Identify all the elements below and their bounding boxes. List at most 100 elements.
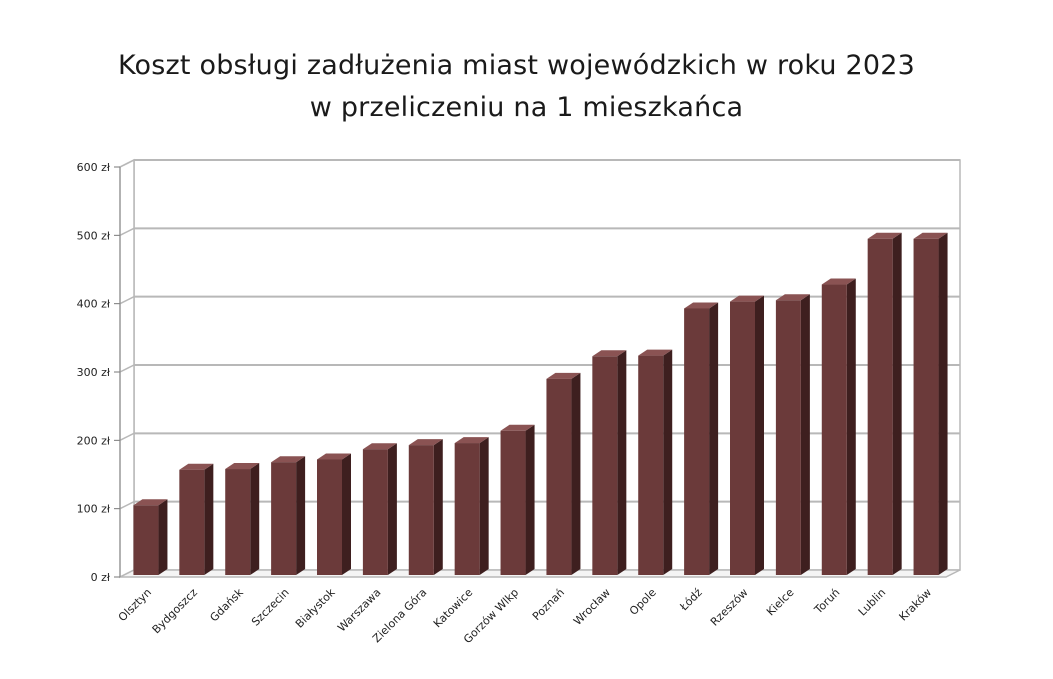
bar-Szczecin <box>271 456 306 575</box>
gridline-side <box>119 159 135 168</box>
bar-top <box>225 463 260 470</box>
bar-front <box>362 449 388 575</box>
bar-side <box>938 232 948 575</box>
bar-Katowice <box>454 437 489 575</box>
gridline-side <box>119 364 135 373</box>
bar-side <box>158 499 168 575</box>
bar-front <box>546 378 572 575</box>
x-tick-label: Kielce <box>764 586 797 619</box>
bar-Kraków <box>913 232 948 575</box>
x-tick-label: Kraków <box>897 586 935 624</box>
bar-top <box>684 302 719 309</box>
bar-Gorzów Wlkp <box>500 424 535 575</box>
bar-Łódź <box>684 302 719 575</box>
bar-top <box>362 443 397 450</box>
gridline-side <box>119 295 135 305</box>
bar-top <box>546 372 581 379</box>
x-tick-label: Toruń <box>811 586 842 617</box>
bar-Opole <box>638 349 673 575</box>
x-tick-label: Wrocław <box>571 586 613 628</box>
gridline-side <box>119 500 135 510</box>
bar-front <box>867 238 893 575</box>
bar-front <box>500 430 526 575</box>
x-tick-label: Białystok <box>293 585 338 630</box>
bar-side <box>250 463 260 575</box>
x-tick-label: Bydgoszcz <box>150 586 200 636</box>
x-tick-label: Lublin <box>856 586 889 619</box>
bar-Olsztyn <box>133 499 168 575</box>
x-tick-label: Warszawa <box>335 586 383 634</box>
bar-top <box>821 278 856 285</box>
bar-front <box>454 443 480 575</box>
bar-side <box>342 453 351 575</box>
bar-front <box>821 284 847 575</box>
gridline-side <box>119 432 135 442</box>
x-tick-label: Szczecin <box>249 586 292 629</box>
bar-front <box>271 462 297 575</box>
bar-top <box>454 437 489 444</box>
bar-front <box>684 308 710 575</box>
bar-Białystok <box>317 453 351 575</box>
y-tick-label: 400 zł <box>77 298 111 311</box>
y-tick-label: 100 zł <box>77 503 111 516</box>
bar-side <box>709 302 719 575</box>
bar-front <box>913 238 939 575</box>
x-tick-label: Łódź <box>677 586 705 614</box>
bar-front <box>225 469 251 575</box>
bar-front <box>638 355 664 575</box>
bar-Toruń <box>821 278 856 575</box>
bar-side <box>755 295 764 575</box>
x-tick-label: Poznań <box>530 586 567 623</box>
bar-Kielce <box>775 294 810 575</box>
bar-side <box>800 294 810 575</box>
bar-Zielona Góra <box>408 439 443 575</box>
bar-Warszawa <box>362 443 397 575</box>
bar-side <box>892 232 902 575</box>
x-tick-label: Gdańsk <box>207 585 246 624</box>
y-tick-label: 300 zł <box>77 366 111 379</box>
bar-side <box>571 372 581 575</box>
bar-front <box>592 356 618 575</box>
y-axis: 0 zł 100 zł 200 zł 300 zł 400 zł 500 zł 600 zł <box>77 161 121 584</box>
bar-Bydgoszcz <box>179 463 214 575</box>
x-tick-label: Olsztyn <box>116 586 154 624</box>
bar-Poznań <box>546 372 581 575</box>
bar-Rzeszów <box>730 295 764 575</box>
bar-front <box>730 301 755 575</box>
bar-side <box>296 456 306 575</box>
y-tick-label: 500 zł <box>77 229 111 242</box>
bar-side <box>433 439 443 575</box>
bar-side <box>204 463 214 575</box>
bar-front <box>408 445 434 575</box>
bar-side <box>846 278 856 575</box>
y-tick-label: 0 zł <box>91 571 111 584</box>
x-tick-label: Opole <box>627 586 659 618</box>
y-tick-label: 600 zł <box>77 161 111 174</box>
x-tick-label: Rzeszów <box>708 586 751 629</box>
bar-side <box>663 349 673 575</box>
bar-front <box>317 459 342 575</box>
gridline-side <box>119 227 135 237</box>
bar-side <box>525 424 535 575</box>
bar-side <box>479 437 489 575</box>
y-tick-label: 200 zł <box>77 434 111 447</box>
bar-top <box>317 453 351 460</box>
bar-top <box>867 232 902 239</box>
bars <box>133 232 948 575</box>
bar-top <box>179 463 214 470</box>
bar-side <box>387 443 397 575</box>
bar-front <box>133 505 159 575</box>
bar-top <box>408 439 443 446</box>
bar-top <box>133 499 168 506</box>
bar-top <box>592 350 627 357</box>
bar-top <box>913 232 948 239</box>
bar-top <box>775 294 810 301</box>
bar-top <box>500 424 535 431</box>
bar-top <box>271 456 306 463</box>
chart-title-line1: Koszt obsługi zadłużenia miast wojewódzk… <box>118 50 915 81</box>
bar-front <box>775 300 801 575</box>
x-tick-label: Katowice <box>431 586 475 630</box>
bar-top <box>638 349 673 356</box>
bar-top <box>730 295 764 302</box>
